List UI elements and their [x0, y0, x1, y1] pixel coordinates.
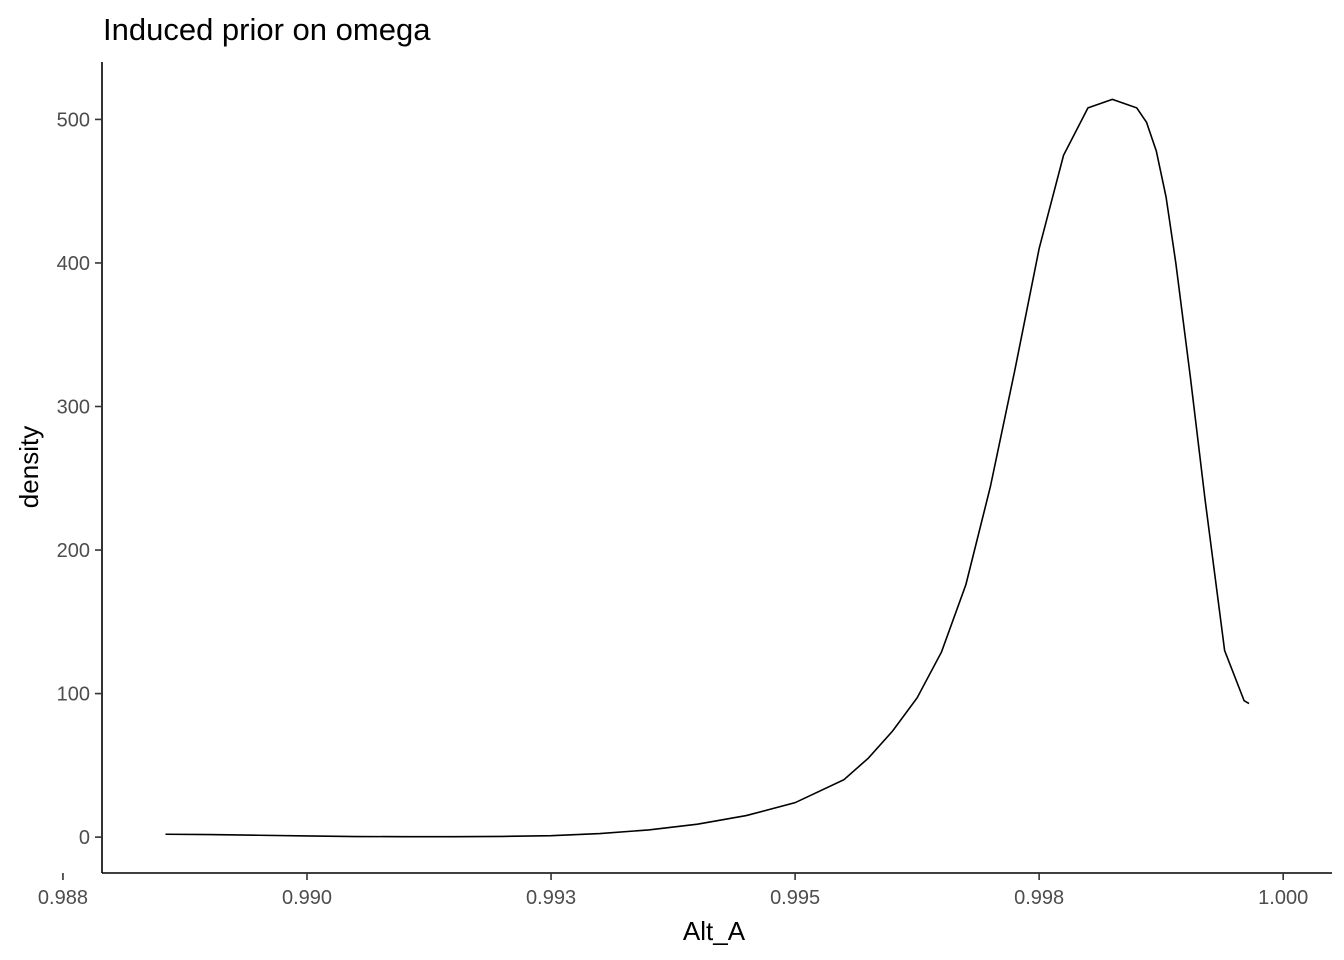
x-axis-title: Alt_A — [683, 916, 746, 946]
x-axis-ticks: 0.988 0.990 0.993 0.995 0.998 1.000 — [38, 873, 1308, 909]
y-axis-ticks: 0 100 200 300 400 500 — [57, 109, 102, 849]
x-tick-label: 0.998 — [1014, 887, 1064, 909]
x-tick-label: 0.995 — [770, 887, 820, 909]
x-tick-label: 0.988 — [38, 887, 88, 909]
y-tick-label: 400 — [57, 253, 90, 275]
y-tick-label: 500 — [57, 109, 90, 131]
x-tick-label: 0.993 — [526, 887, 576, 909]
x-tick-label: 1.000 — [1258, 887, 1308, 909]
y-tick-label: 0 — [79, 827, 90, 849]
y-tick-label: 300 — [57, 396, 90, 418]
plot-area — [101, 62, 1332, 874]
y-tick-label: 200 — [57, 540, 90, 562]
x-tick-label: 0.990 — [282, 887, 332, 909]
density-curve — [165, 98, 1250, 838]
y-tick-label: 100 — [57, 684, 90, 706]
y-axis-title: density — [14, 426, 44, 508]
chart-title: Induced prior on omega — [103, 12, 431, 47]
